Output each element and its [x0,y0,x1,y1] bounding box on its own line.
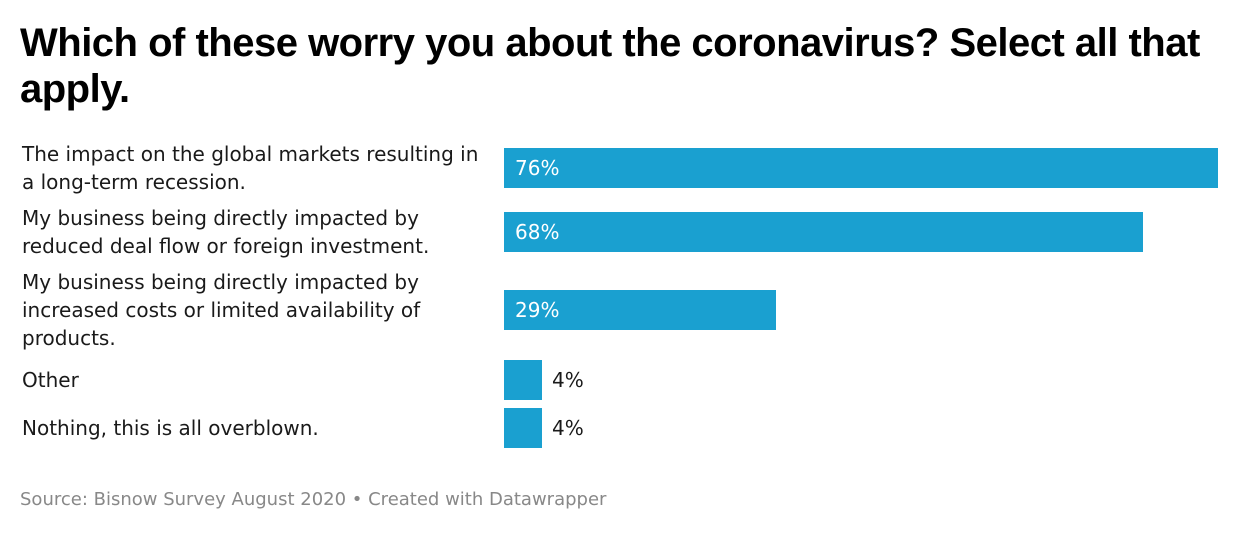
category-label: Nothing, this is all overblown. [22,416,319,440]
value-label: 4% [552,368,584,392]
chart-title: Which of these worry you about the coron… [20,21,1200,111]
bar [504,290,776,330]
value-label: 68% [515,220,560,244]
category-label: Other [22,368,79,392]
bar [504,212,1143,252]
value-label: 4% [552,416,584,440]
value-label: 76% [515,156,560,180]
category-label: The impact on the global markets resulti… [22,142,479,194]
category-label: My business being directly impacted by i… [22,270,421,350]
source-footer: Source: Bisnow Survey August 2020 • Crea… [20,489,607,510]
bar [504,360,542,400]
value-label: 29% [515,298,560,322]
category-label: My business being directly impacted by r… [22,206,430,258]
bar [504,148,1218,188]
bar [504,408,542,448]
